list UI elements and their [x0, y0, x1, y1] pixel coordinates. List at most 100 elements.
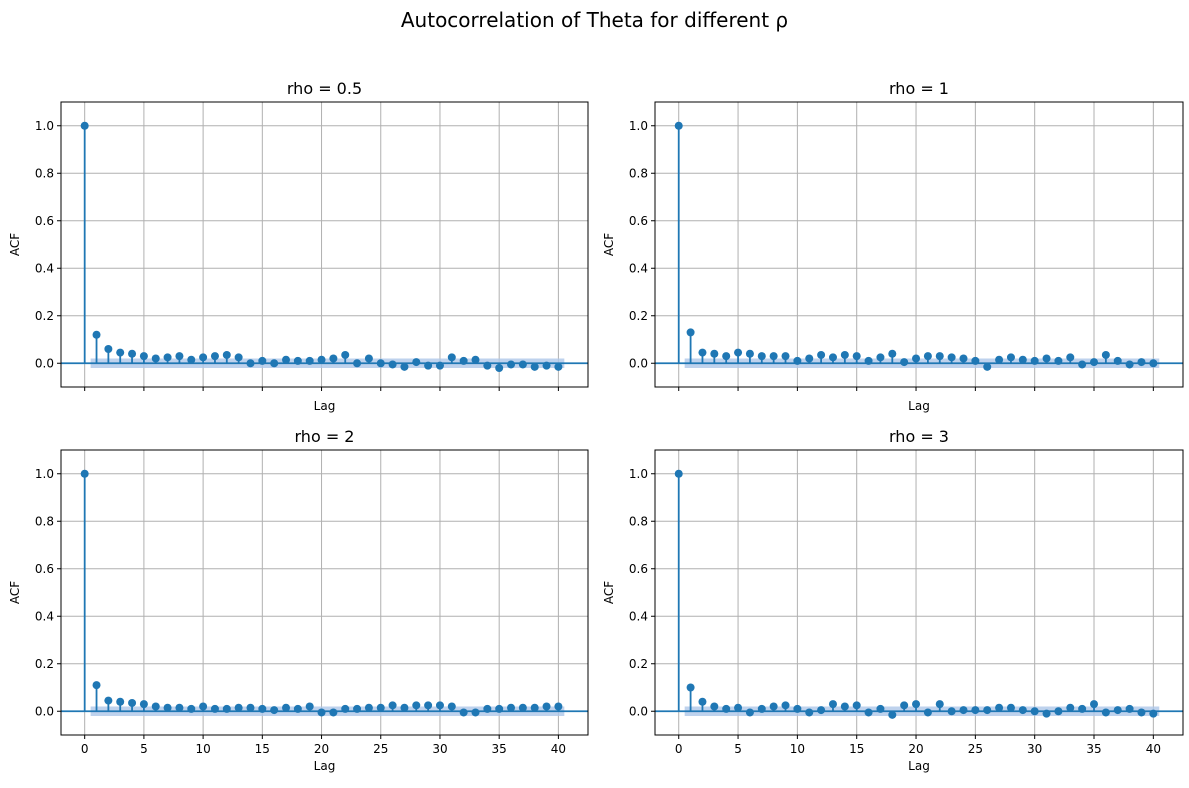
acf-point: [698, 697, 707, 706]
acf-point: [341, 704, 350, 713]
y-tick-label: 1.0: [629, 467, 648, 481]
acf-point: [542, 702, 551, 711]
acf-point: [757, 704, 766, 713]
acf-point: [329, 708, 338, 717]
acf-point: [900, 701, 909, 710]
acf-point: [912, 700, 921, 709]
x-tick-label: 35: [1086, 742, 1101, 756]
acf-point: [1042, 354, 1051, 363]
acf-point: [412, 701, 421, 710]
acf-point: [1030, 707, 1039, 716]
acf-point: [116, 348, 125, 357]
acf-point: [923, 708, 932, 717]
panel-title: rho = 3: [889, 427, 949, 446]
acf-point: [187, 704, 196, 713]
x-tick-label: 5: [140, 742, 148, 756]
acf-point: [246, 703, 255, 712]
acf-point: [935, 352, 944, 361]
acf-point: [388, 360, 397, 369]
acf-point: [282, 355, 291, 364]
y-tick-label: 0.0: [629, 356, 648, 370]
acf-point: [1090, 358, 1099, 367]
x-tick-label: 30: [432, 742, 447, 756]
acf-point: [1030, 356, 1039, 365]
acf-point: [471, 708, 480, 717]
acf-point: [199, 702, 208, 711]
acf-point: [769, 352, 778, 361]
figure-suptitle: Autocorrelation of Theta for different ρ: [401, 8, 788, 32]
acf-point: [947, 707, 956, 716]
x-tick-label: 35: [492, 742, 507, 756]
acf-point: [864, 356, 873, 365]
acf-point: [1137, 358, 1146, 367]
x-tick-label: 10: [790, 742, 805, 756]
acf-point: [959, 706, 968, 715]
acf-point: [187, 355, 196, 364]
acf-point: [376, 359, 385, 368]
acf-point: [435, 701, 444, 710]
acf-point: [935, 700, 944, 709]
acf-point: [507, 360, 516, 369]
acf-point: [175, 352, 184, 361]
acf-point: [876, 353, 885, 362]
x-tick-label: 25: [373, 742, 388, 756]
y-tick-label: 1.0: [629, 119, 648, 133]
acf-point: [530, 703, 539, 712]
acf-point: [888, 349, 897, 358]
panel-title: rho = 2: [295, 427, 355, 446]
acf-point: [828, 700, 837, 709]
acf-point: [722, 352, 731, 361]
y-tick-label: 0.4: [629, 609, 648, 623]
acf-point: [92, 681, 101, 690]
acf-point: [1125, 360, 1134, 369]
x-axis-label: Lag: [314, 759, 336, 773]
acf-point: [459, 356, 468, 365]
acf-point: [151, 354, 160, 363]
y-tick-label: 0.2: [629, 657, 648, 671]
y-tick-label: 0.6: [629, 214, 648, 228]
acf-point: [686, 683, 695, 692]
acf-point: [80, 121, 89, 130]
acf-point: [210, 704, 219, 713]
y-tick-label: 0.6: [35, 214, 54, 228]
acf-panel: 0 5 10 15 20 25 30 35 40 0.0 0.2 0.4 0.6 0.8 1.0 rho = …: [602, 427, 1184, 773]
x-tick-label: 15: [255, 742, 270, 756]
x-axis-label: Lag: [908, 759, 930, 773]
acf-point: [151, 702, 160, 711]
x-axis-label: Lag: [314, 399, 336, 413]
acf-point: [210, 352, 219, 361]
acf-point: [805, 354, 814, 363]
acf-point: [447, 353, 456, 362]
x-tick-label: 40: [1146, 742, 1161, 756]
acf-point: [234, 353, 243, 362]
x-tick-label: 25: [968, 742, 983, 756]
acf-point: [495, 704, 504, 713]
acf-point: [246, 359, 255, 368]
x-tick-label: 10: [195, 742, 210, 756]
acf-point: [329, 354, 338, 363]
acf-panel: 0.0 0.2 0.4 0.6 0.8 1.0 rho = 1 Lag ACF: [602, 79, 1184, 413]
y-axis-label: ACF: [8, 581, 22, 604]
axes-frame: [654, 449, 1184, 736]
y-tick-label: 0.8: [35, 166, 54, 180]
y-tick-label: 0.4: [629, 261, 648, 275]
acf-point: [1054, 707, 1063, 716]
y-axis-label: ACF: [602, 233, 616, 256]
acf-point: [781, 352, 790, 361]
acf-point: [104, 696, 113, 705]
acf-point: [139, 352, 148, 361]
acf-point: [805, 708, 814, 717]
acf-point: [554, 362, 563, 371]
acf-point: [1101, 350, 1110, 359]
acf-point: [817, 350, 826, 359]
acf-point: [317, 708, 326, 717]
x-tick-label: 40: [551, 742, 566, 756]
acf-point: [722, 704, 731, 713]
acf-point: [959, 354, 968, 363]
acf-point: [293, 704, 302, 713]
acf-point: [163, 703, 172, 712]
acf-point: [554, 702, 563, 711]
x-tick-label: 30: [1027, 742, 1042, 756]
acf-point: [1113, 356, 1122, 365]
acf-point: [1137, 708, 1146, 717]
